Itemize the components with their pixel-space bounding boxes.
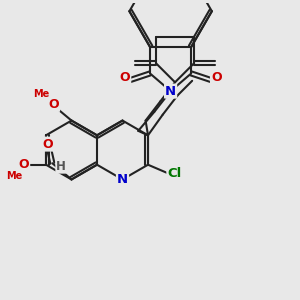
Text: Me: Me (33, 89, 50, 99)
Text: Cl: Cl (167, 167, 182, 180)
Text: H: H (56, 160, 66, 173)
Text: O: O (120, 71, 130, 84)
Text: N: N (165, 85, 176, 98)
Text: Me: Me (6, 171, 22, 181)
Text: O: O (43, 138, 53, 151)
Text: O: O (19, 158, 29, 171)
Text: O: O (49, 98, 59, 111)
Text: N: N (117, 173, 128, 186)
Text: O: O (211, 71, 222, 84)
